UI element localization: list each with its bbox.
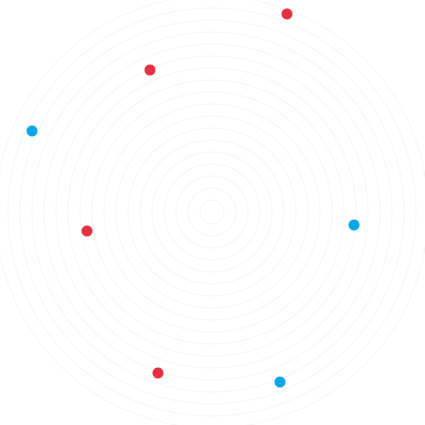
dot-red-1[interactable] [281, 8, 293, 20]
radar-ring [175, 175, 249, 249]
radar-ring [103, 103, 321, 321]
dot-blue-2[interactable] [348, 219, 360, 231]
radar-ring [187, 187, 237, 237]
radar-ring [163, 163, 261, 261]
radar-ring [91, 91, 333, 333]
radar-ring [31, 31, 393, 393]
dot-blue-3[interactable] [274, 376, 286, 388]
radar-ring [151, 151, 273, 273]
radar-ring [19, 19, 405, 405]
radar-ring [67, 67, 357, 357]
radar-ring [7, 7, 417, 417]
dot-blue-1[interactable] [26, 125, 38, 137]
radar-ring [43, 43, 381, 381]
dot-red-3[interactable] [81, 225, 93, 237]
radar-ring [115, 115, 309, 309]
dot-red-4[interactable] [152, 367, 164, 379]
radar-ring [199, 199, 225, 225]
radar-ring [55, 55, 369, 369]
radar-ring [127, 127, 297, 297]
dot-red-2[interactable] [144, 64, 156, 76]
radar-dots [26, 8, 360, 388]
radar-ring [79, 79, 345, 345]
radar-ring [139, 139, 285, 285]
